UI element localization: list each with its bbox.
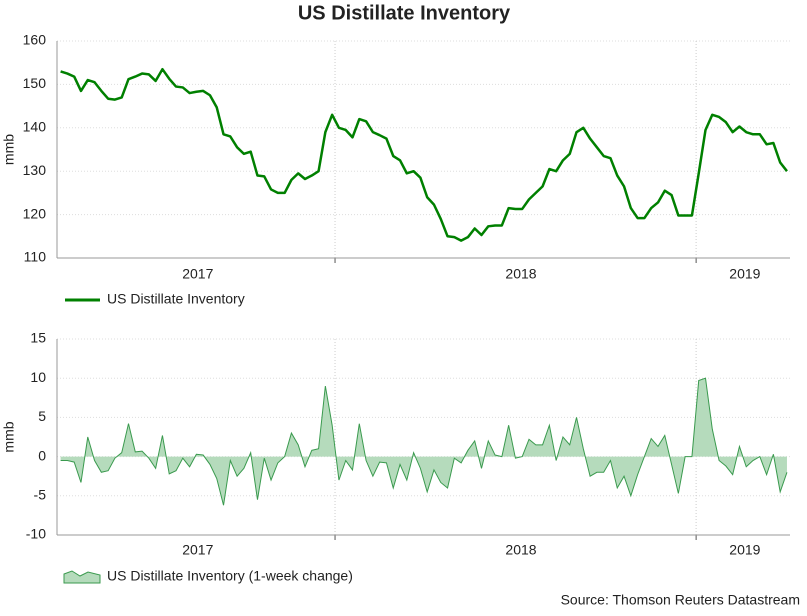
y-tick-label: 160 [23,32,47,48]
data-line [60,377,788,506]
x-tick-label: 2019 [729,542,760,558]
x-tick-label: 2018 [505,542,536,558]
source-note: Source: Thomson Reuters Datastream [561,592,800,608]
chart-title: US Distillate Inventory [298,2,511,24]
y-axis-label: mmb [1,421,17,452]
y-tick-label: 15 [30,330,46,346]
y-tick-label: 130 [23,162,47,178]
y-axis-label: mmb [1,134,17,165]
legend-label: US Distillate Inventory (1-week change) [107,568,353,584]
x-tick-label: 2017 [182,542,213,558]
y-tick-label: -10 [26,526,46,542]
y-tick-label: 120 [23,205,47,221]
x-tick-label: 2017 [182,266,213,282]
y-tick-label: 110 [24,249,47,265]
y-tick-label: 5 [38,408,46,424]
x-tick-label: 2018 [505,266,536,282]
data-area [60,378,787,506]
legend-label: US Distillate Inventory [107,291,245,307]
data-line [60,67,788,242]
y-tick-label: 0 [38,447,46,463]
y-tick-label: 140 [23,119,47,135]
y-tick-label: 150 [23,75,47,91]
x-tick-label: 2019 [729,266,760,282]
legend-swatch [63,570,101,584]
y-tick-label: -5 [34,487,47,503]
y-tick-label: 10 [30,369,46,385]
